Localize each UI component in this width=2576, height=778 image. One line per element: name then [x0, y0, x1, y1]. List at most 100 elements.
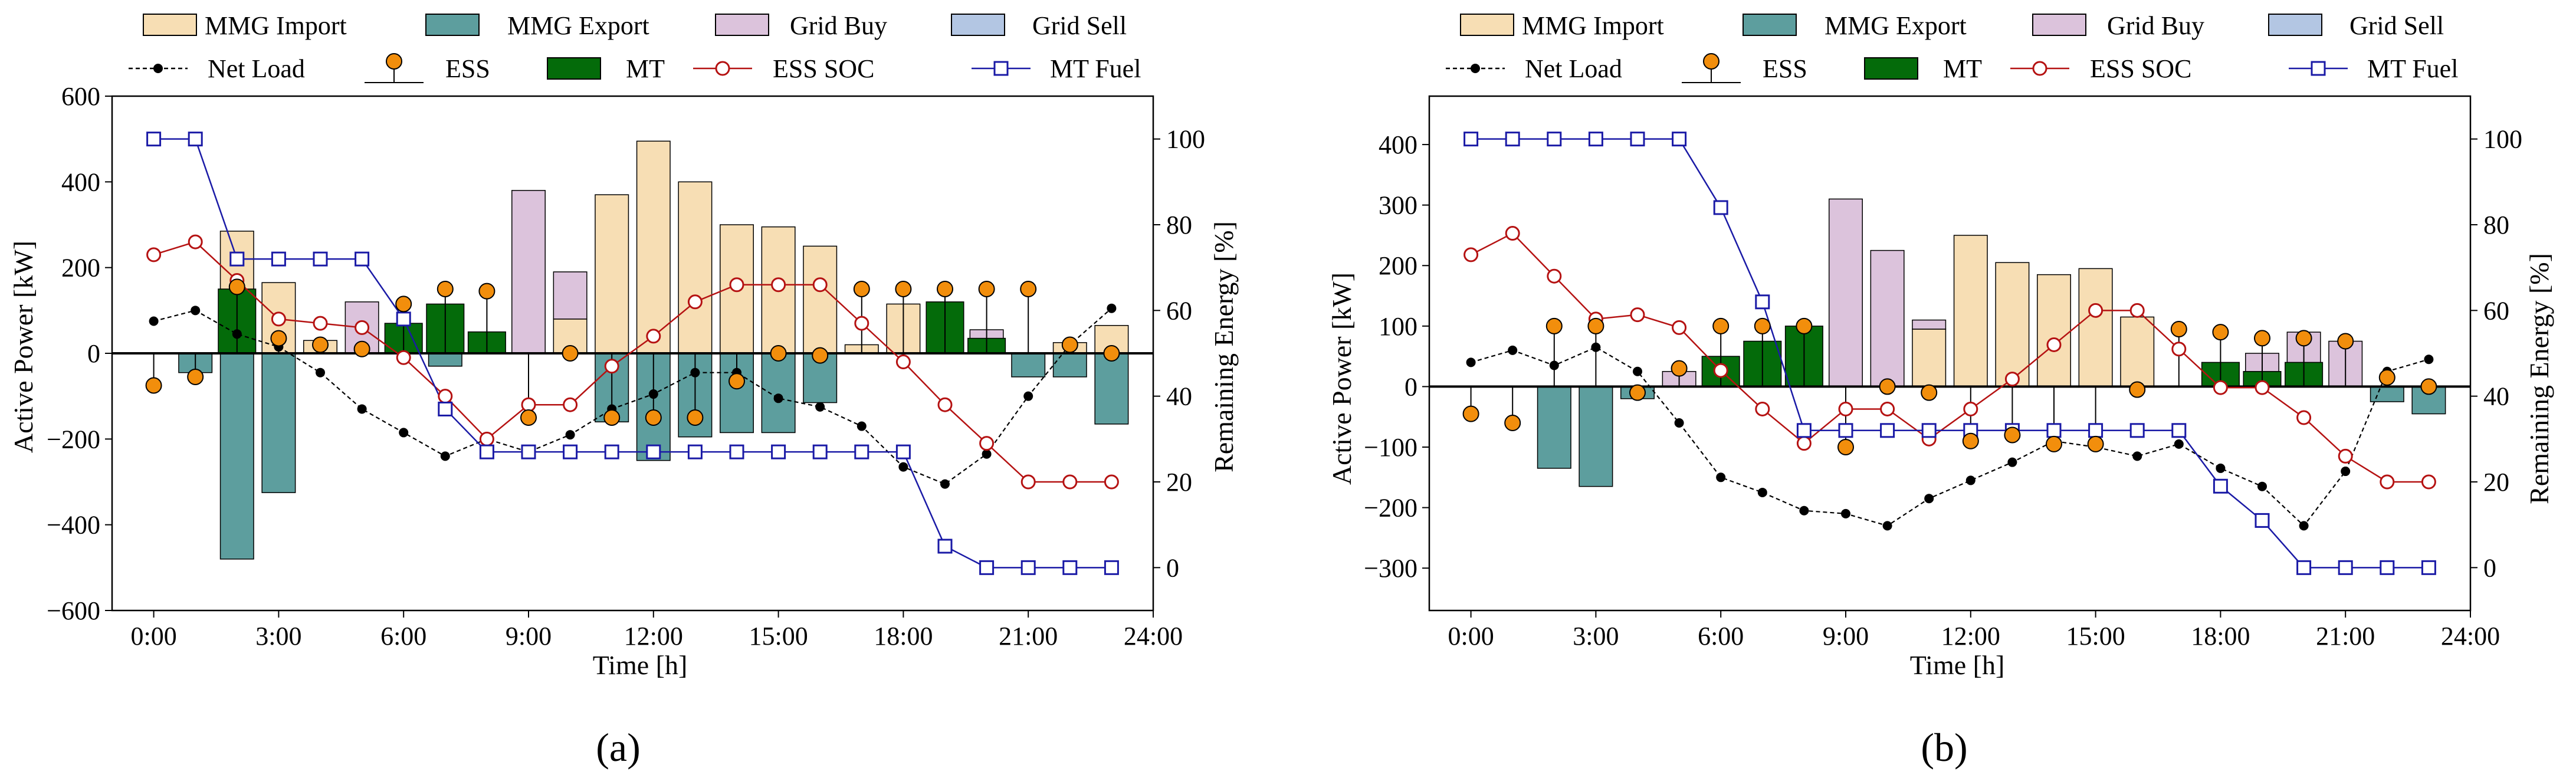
mt-fuel-point — [146, 132, 162, 147]
ess-soc-point — [2129, 303, 2145, 318]
x-tick-label: 3:00 — [1573, 622, 1619, 651]
panel-b: MMG Import MMG Export Grid Buy Grid Sell… — [1327, 11, 2554, 770]
mt-fuel-point — [895, 444, 911, 459]
net-load-point — [440, 451, 450, 461]
plot-area-b: 0:00 3:00 6:00 9:00 12:00 15:00 18:00 21:00 24:0… — [1364, 95, 2522, 651]
net-load-line — [153, 307, 1113, 485]
mt-fuel-point — [313, 251, 328, 267]
y-axis-label-a: Active Power [kW] — [8, 241, 38, 453]
y-tick-label: 100 — [1379, 312, 1417, 341]
mt-fuel-point — [854, 444, 869, 459]
legend-label-net-load: Net Load — [1525, 54, 1622, 83]
ess-soc-line — [1471, 232, 2429, 483]
net-load-point — [2174, 439, 2184, 449]
mmg-export-bar — [428, 353, 462, 367]
x-tick-label: 18:00 — [2191, 622, 2250, 651]
x-tick-label: 6:00 — [380, 622, 426, 651]
ess-point — [520, 409, 537, 426]
net-load-point — [1549, 360, 1559, 370]
legend-swatch-mt — [547, 57, 601, 80]
x-axis-label-b: Time [h] — [1910, 650, 2005, 680]
mmg-export-bar — [1094, 353, 1129, 425]
x-tick-label: 0:00 — [130, 622, 176, 651]
legend-marker-net-load — [1471, 64, 1480, 73]
ess-soc-point — [854, 316, 869, 331]
ess-soc-point — [2004, 372, 2020, 387]
legend-label-ess-soc: ESS SOC — [2090, 54, 2191, 83]
net-load-point — [232, 329, 242, 339]
ess-soc-point — [188, 234, 203, 250]
grid-buy-bar — [511, 190, 546, 354]
mmg-export-bar — [1011, 353, 1046, 377]
net-load-point — [1716, 472, 1726, 482]
y-tick-label: −300 — [1364, 554, 1417, 583]
grid-buy-bar — [1829, 198, 1863, 388]
net-load-point — [690, 367, 700, 377]
ess-point — [1061, 336, 1078, 353]
ess-point — [478, 283, 495, 300]
mt-fuel-point — [1505, 132, 1520, 147]
x-tick-label: 24:00 — [1124, 622, 1183, 651]
net-load-point — [1965, 475, 1976, 485]
mmg-import-bar — [1912, 329, 1947, 388]
mmg-import-bar — [595, 194, 629, 354]
mt-fuel-point — [521, 444, 536, 459]
ess-soc-point — [604, 359, 619, 374]
ess-point — [1545, 317, 1563, 334]
net-load-point — [1757, 487, 1767, 497]
net-load-point — [773, 393, 783, 403]
mt-fuel-point — [687, 444, 703, 459]
y-tick-label: −600 — [47, 596, 100, 625]
mt-fuel-point — [563, 444, 578, 459]
x-tick-label: 15:00 — [749, 622, 808, 651]
mt-fuel-point — [2421, 560, 2436, 575]
ess-point — [2337, 333, 2354, 350]
legend-label-grid-sell: Grid Sell — [1032, 11, 1127, 40]
mt-fuel-point — [229, 251, 245, 267]
y-tick-label: −100 — [1364, 433, 1417, 462]
net-load-point — [565, 430, 575, 440]
net-load-point — [357, 404, 367, 414]
mt-fuel-point — [1104, 560, 1119, 575]
mmg-export-bar — [2411, 386, 2446, 415]
ess-point — [937, 281, 953, 297]
net-load-line — [1471, 346, 2429, 527]
net-load-point — [898, 462, 908, 472]
y2-tick-label: 0 — [1166, 553, 1179, 582]
ess-point — [2212, 324, 2229, 341]
x-tick-label: 9:00 — [506, 622, 552, 651]
legend-swatch-grid-sell — [2268, 14, 2322, 36]
mmg-export-bar — [2370, 386, 2404, 402]
ess-point — [2295, 330, 2312, 347]
legend-label-grid-buy: Grid Buy — [790, 11, 887, 40]
ess-point — [2087, 435, 2104, 452]
legend-swatch-grid-sell — [951, 14, 1005, 36]
ess-point — [1103, 345, 1120, 362]
legend-swatch-mmg-export — [1743, 14, 1797, 36]
x-tick-label: 12:00 — [624, 622, 683, 651]
mmg-export-bar — [1579, 386, 1613, 487]
legend-label-mmg-export: MMG Export — [507, 11, 649, 40]
ess-point — [2046, 435, 2062, 452]
x-tick-label: 6:00 — [1698, 622, 1744, 651]
ess-soc-point — [1547, 268, 1562, 284]
y2-tick-label: 100 — [2483, 125, 2522, 154]
ess-point — [1837, 439, 1854, 456]
net-load-point — [857, 421, 867, 431]
ess-point — [353, 340, 370, 357]
mt-fuel-point — [2296, 560, 2312, 575]
ess-point — [1462, 405, 1479, 422]
legend-label-net-load: Net Load — [208, 54, 305, 83]
legend-marker-mt-fuel — [2311, 61, 2326, 76]
ess-soc-point — [1963, 401, 1978, 416]
ess-point — [312, 336, 329, 353]
ess-soc-point — [729, 277, 744, 293]
ess-point — [187, 368, 204, 385]
mmg-export-bar — [219, 353, 254, 560]
ess-soc-point — [521, 397, 536, 412]
ess-soc-point — [2421, 474, 2436, 490]
ess-point — [812, 347, 829, 364]
y2-tick-label: 40 — [1166, 382, 1192, 411]
ess-soc-point — [563, 397, 578, 412]
y2-tick-label: 80 — [1166, 211, 1192, 239]
